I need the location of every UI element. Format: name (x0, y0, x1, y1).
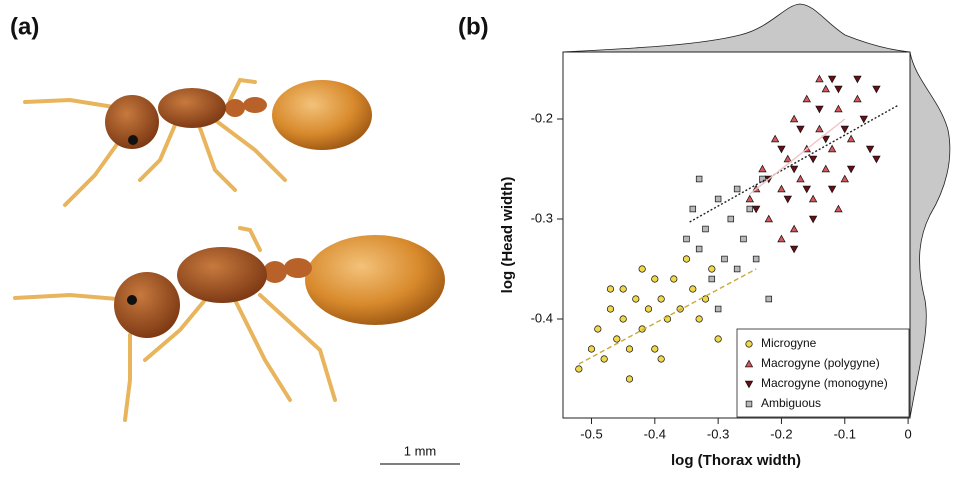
x-tick-label: -0.1 (834, 426, 856, 441)
point (747, 206, 753, 212)
x-axis-label: log (Thorax width) (671, 452, 801, 469)
point (671, 276, 677, 282)
point (588, 346, 594, 352)
ant-photo-bottom (15, 228, 445, 420)
x-tick-label: 0 (904, 426, 911, 441)
point (607, 306, 613, 312)
point (683, 256, 689, 262)
point (626, 346, 632, 352)
point (690, 206, 696, 212)
point (620, 316, 626, 322)
point (633, 296, 639, 302)
point (715, 196, 721, 202)
legend-marker (746, 401, 752, 407)
point (734, 186, 740, 192)
y-axis-label: log (Head width) (499, 177, 516, 294)
point (658, 356, 664, 362)
x-tick-label: -0.3 (707, 426, 729, 441)
point (696, 246, 702, 252)
panel-label: (b) (458, 13, 489, 40)
point (620, 286, 626, 292)
right-marginal-density (910, 52, 950, 418)
point (576, 366, 582, 372)
legend-marker (746, 341, 752, 347)
point (753, 256, 759, 262)
point (709, 266, 715, 272)
point (684, 236, 690, 242)
point (722, 256, 728, 262)
point (652, 346, 658, 352)
legend-label: Macrogyne (monogyne) (761, 376, 888, 390)
x-tick-label: -0.5 (580, 426, 602, 441)
point (658, 296, 664, 302)
point (645, 306, 651, 312)
point (626, 376, 632, 382)
point (696, 176, 702, 182)
legend-label: Macrogyne (polygyne) (761, 356, 880, 370)
top-marginal-density (563, 4, 910, 52)
legend-label: Microgyne (761, 336, 817, 350)
panel-label: (a) (10, 13, 39, 40)
x-tick-label: -0.2 (770, 426, 792, 441)
point (760, 176, 766, 182)
y-tick-label: -0.4 (531, 310, 553, 325)
point (595, 326, 601, 332)
point (709, 276, 715, 282)
point (696, 316, 702, 322)
point (703, 226, 709, 232)
legend-label: Ambiguous (761, 396, 821, 410)
point (690, 286, 696, 292)
ant-photo-top (25, 80, 372, 205)
point (734, 266, 740, 272)
x-tick-label: -0.4 (644, 426, 666, 441)
figure: (a) 1 mm (b) -0.5 -0.4 -0.3 -0.2 -0.1 0 -0.4 -0… (0, 0, 955, 472)
point (715, 306, 721, 312)
point (702, 296, 708, 302)
point (766, 296, 772, 302)
point (652, 276, 658, 282)
point (728, 216, 734, 222)
y-tick-label: -0.2 (531, 110, 553, 125)
point (601, 356, 607, 362)
point (741, 236, 747, 242)
scale-bar-label: 1 mm (404, 443, 437, 458)
point (715, 336, 721, 342)
y-tick-label: -0.3 (531, 210, 553, 225)
point (614, 336, 620, 342)
point (607, 286, 613, 292)
point (639, 266, 645, 272)
